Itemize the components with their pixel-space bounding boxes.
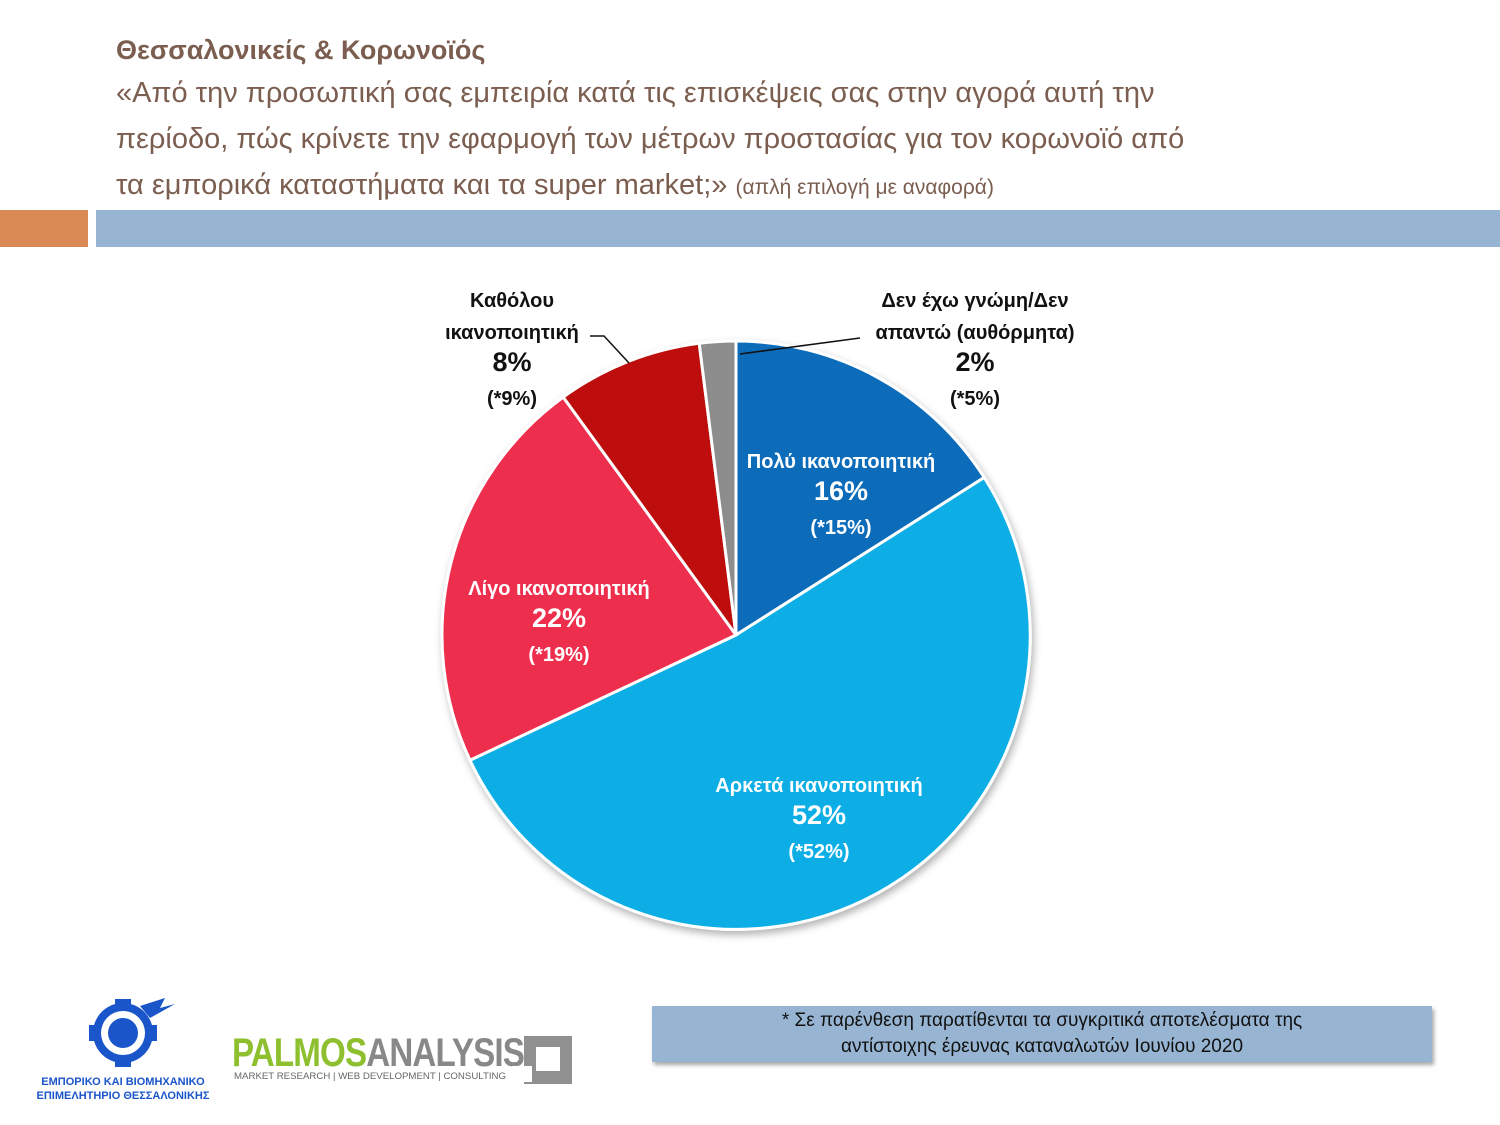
slice-previous-value-label: (*9%) bbox=[487, 388, 537, 410]
slice-labels: Πολύ ικανοποιητική 16% (*15%) Αρκετά ικανοπ… bbox=[445, 290, 1074, 863]
slide-header: Θεσσαλονικείς & Κορωνοϊός «Από την προσω… bbox=[116, 30, 1436, 211]
palmos-wordmark: PALMOSANALYSIS bbox=[232, 1031, 524, 1075]
pie-slice bbox=[734, 339, 987, 638]
question-line-3-text: τα εμπορικά καταστήματα και τα super mar… bbox=[116, 169, 728, 201]
slice-label: απαντώ (αυθόρμητα) bbox=[875, 322, 1074, 344]
slice-value-label: 22% bbox=[532, 603, 586, 633]
slice-label: ικανοποιητική bbox=[445, 322, 579, 344]
leader-line bbox=[739, 337, 861, 355]
square-icon bbox=[512, 1036, 572, 1084]
leader-lines bbox=[590, 335, 861, 364]
chamber-name-line-2: ΕΠΙΜΕΛΗΤΗΡΙΟ ΘΕΣΣΑΛΟΝΙΚΗΣ bbox=[37, 1090, 210, 1102]
slice-label: Δεν έχω γνώμη/Δεν bbox=[881, 290, 1068, 312]
slice-value-label: 52% bbox=[792, 800, 846, 830]
slice-value-label: 8% bbox=[492, 347, 531, 377]
palmos-wordmark-part1: PALMOS bbox=[232, 1031, 366, 1075]
leader-line bbox=[590, 335, 630, 364]
slide-title: Θεσσαλονικείς & Κορωνοϊός bbox=[116, 35, 486, 65]
pie-slice bbox=[440, 395, 739, 763]
question-note: (απλή επιλογή με αναφορά) bbox=[735, 176, 994, 199]
question-line-3: τα εμπορικά καταστήματα και τα super mar… bbox=[116, 162, 1436, 211]
palmos-tagline: MARKET RESEARCH | WEB DEVELOPMENT | CONS… bbox=[234, 1071, 506, 1081]
accent-bar-blue bbox=[96, 210, 1500, 247]
chamber-name-line-1: ΕΜΠΟΡΙΚΟ ΚΑΙ ΒΙΟΜΗΧΑΝΙΚΟ bbox=[41, 1076, 205, 1088]
footnote-line-2: αντίστοιχης έρευνας καταναλωτών Ιουνίου … bbox=[840, 1036, 1244, 1057]
palmos-wordmark-part2: ANALYSIS bbox=[366, 1031, 524, 1075]
footnote-line-1: * Σε παρένθεση παρατίθενται τα συγκριτικ… bbox=[781, 1010, 1303, 1031]
slice-previous-value-label: (*5%) bbox=[950, 388, 1000, 410]
slice-label: Πολύ ικανοποιητική bbox=[747, 451, 935, 473]
footnote-box: * Σε παρένθεση παρατίθενται τα συγκριτικ… bbox=[652, 1006, 1432, 1062]
chamber-logo: ΕΜΠΟΡΙΚΟ ΚΑΙ ΒΙΟΜΗΧΑΝΙΚΟ ΕΠΙΜΕΛΗΤΗΡΙΟ ΘΕ… bbox=[37, 998, 210, 1102]
question-line-2: περίοδο, πώς κρίνετε την εφαρμογή των μέ… bbox=[116, 123, 1185, 155]
slice-previous-value-label: (*19%) bbox=[528, 644, 589, 666]
question-line-1: «Από την προσωπική σας εμπειρία κατά τις… bbox=[116, 77, 1155, 109]
palmos-analysis-logo: PALMOSANALYSIS MARKET RESEARCH | WEB DEV… bbox=[232, 1031, 572, 1084]
slice-value-label: 2% bbox=[955, 347, 994, 377]
slice-value-label: 16% bbox=[814, 476, 868, 506]
slice-label: Λίγο ικανοποιητική bbox=[468, 578, 650, 600]
slice-previous-value-label: (*15%) bbox=[810, 517, 871, 539]
accent-bar-orange bbox=[0, 210, 88, 247]
survey-question: «Από την προσωπική σας εμπειρία κατά τις… bbox=[116, 70, 1436, 211]
slice-label: Καθόλου bbox=[470, 290, 554, 312]
slice-previous-value-label: (*52%) bbox=[788, 841, 849, 863]
slice-label: Αρκετά ικανοποιητική bbox=[715, 775, 922, 797]
pie-slice bbox=[468, 475, 1032, 931]
gear-icon bbox=[89, 998, 175, 1067]
pie-slices bbox=[440, 339, 1032, 931]
pie-slice bbox=[697, 339, 738, 636]
